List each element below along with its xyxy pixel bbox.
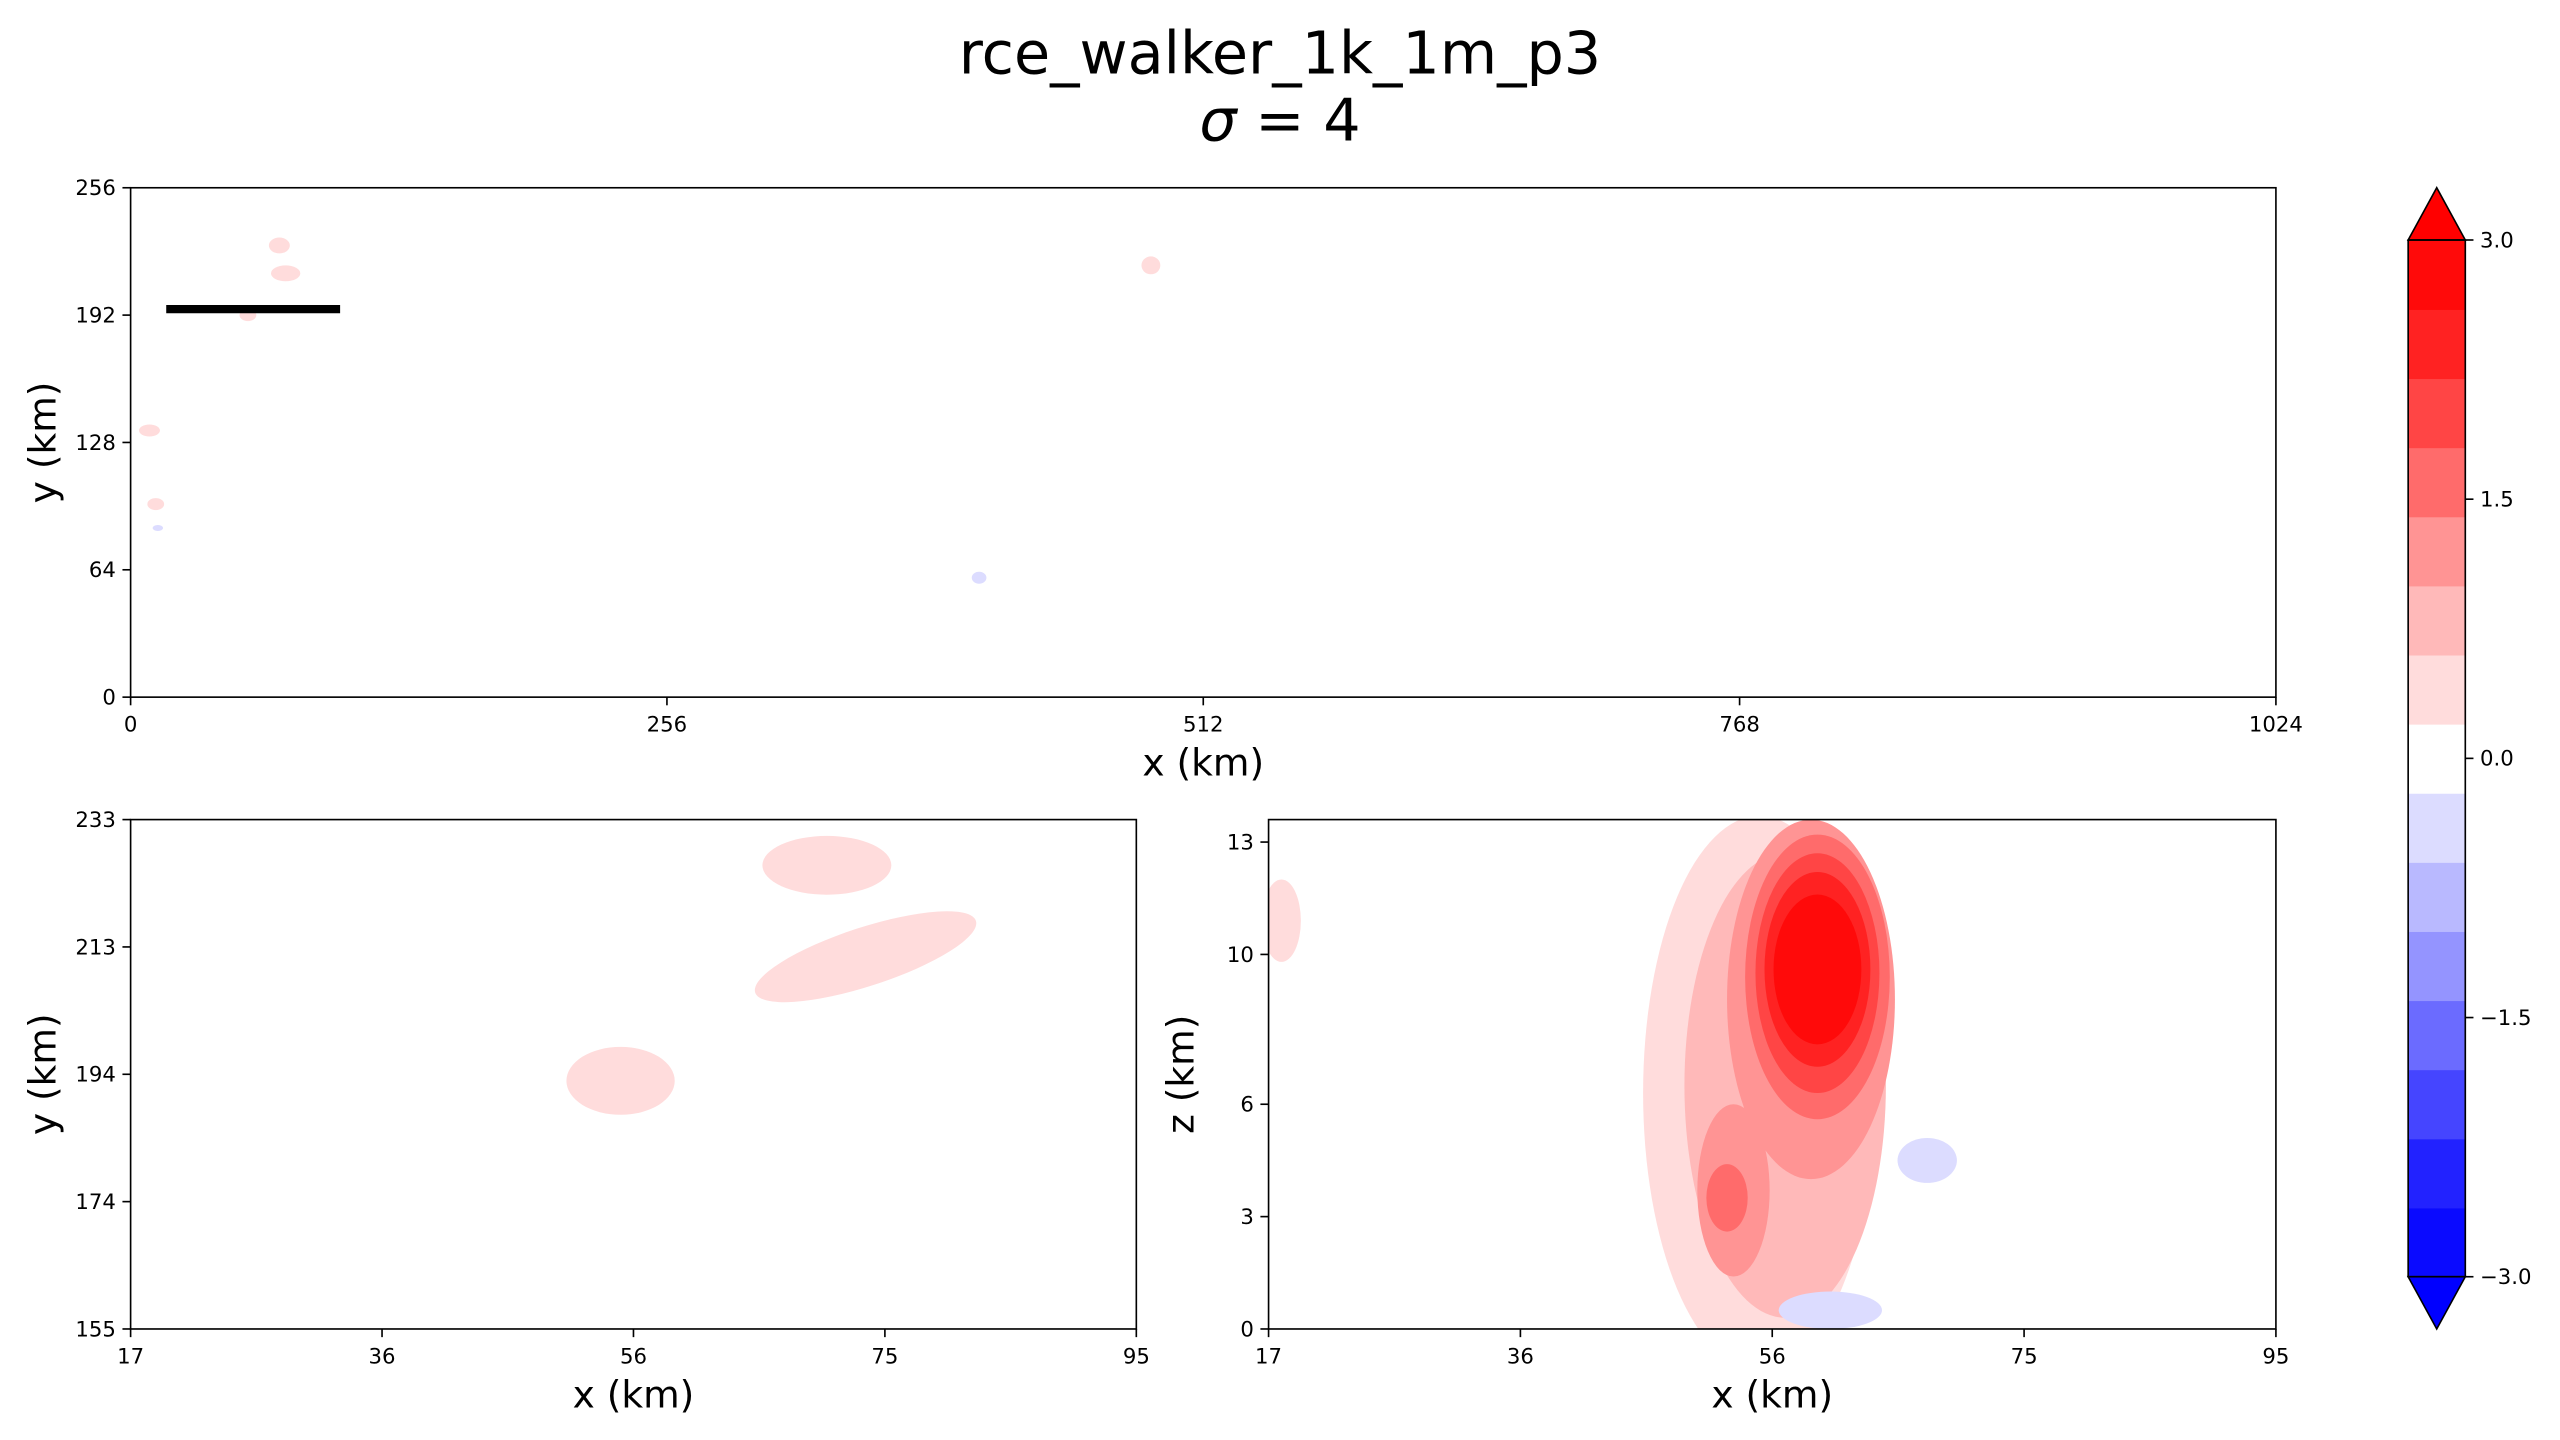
x-tick-label: 56 bbox=[1759, 1344, 1786, 1369]
y-axis-label: y (km) bbox=[21, 1013, 65, 1135]
contour-region-4 bbox=[147, 498, 165, 511]
y-tick-label: 13 bbox=[1227, 830, 1254, 855]
x-tick-label: 75 bbox=[871, 1344, 898, 1369]
x-tick-label: 17 bbox=[117, 1344, 144, 1369]
y-tick-label: 3 bbox=[1240, 1205, 1254, 1230]
colorbar-extend-high bbox=[2406, 186, 2467, 241]
x-tick-label: 36 bbox=[1507, 1344, 1534, 1369]
colorbar-tick-label: 3.0 bbox=[2480, 228, 2514, 253]
colorbar-segment bbox=[2408, 1000, 2466, 1071]
x-axis-label: x (km) bbox=[1711, 1372, 1833, 1416]
panel-top-field bbox=[138, 237, 1161, 584]
contour-region-5 bbox=[152, 525, 164, 531]
x-tick-label: 36 bbox=[369, 1344, 396, 1369]
x-tick-label: 1024 bbox=[2249, 712, 2303, 737]
contour-region-0 bbox=[762, 835, 892, 895]
y-axis-label: y (km) bbox=[21, 382, 65, 504]
y-tick-label: 174 bbox=[75, 1190, 116, 1215]
colorbar-segment bbox=[2408, 585, 2466, 656]
contour-region-0 bbox=[268, 237, 290, 254]
figure-subtitle: σ = 4 bbox=[0, 92, 2560, 152]
figure-title: rce_walker_1k_1m_p3 bbox=[958, 21, 1602, 89]
y-tick-label: 0 bbox=[102, 685, 116, 710]
contour-region-9 bbox=[1268, 879, 1301, 962]
colorbar-segment bbox=[2408, 1138, 2466, 1209]
colorbar-segment bbox=[2408, 1069, 2466, 1140]
contour-region-7 bbox=[971, 571, 987, 584]
colorbar-segment bbox=[2408, 1207, 2466, 1278]
contour-region-8 bbox=[1773, 894, 1862, 1045]
panel-top-frame bbox=[129, 186, 2277, 698]
y-tick-label: 64 bbox=[89, 558, 116, 583]
y-tick-label: 128 bbox=[75, 431, 116, 456]
x-tick-label: 256 bbox=[647, 712, 688, 737]
x-axis-label: x (km) bbox=[1142, 741, 1264, 785]
x-tick-label: 56 bbox=[620, 1344, 647, 1369]
sigma-symbol: σ bbox=[1199, 88, 1237, 156]
y-tick-label: 0 bbox=[1240, 1317, 1254, 1342]
colorbar-segment bbox=[2408, 792, 2466, 863]
colorbar-segment bbox=[2408, 862, 2466, 932]
x-tick-label: 95 bbox=[1123, 1344, 1150, 1369]
contour-region-1 bbox=[270, 265, 301, 282]
colorbar-tick-label: 1.5 bbox=[2480, 488, 2514, 513]
x-tick-label: 0 bbox=[124, 712, 138, 737]
colorbar-segment bbox=[2408, 447, 2466, 518]
contour-region-3 bbox=[138, 424, 160, 437]
x-tick-label: 95 bbox=[2262, 1344, 2289, 1369]
colorbar-segment bbox=[2408, 239, 2466, 310]
y-tick-label: 213 bbox=[75, 935, 116, 960]
x-tick-label: 512 bbox=[1183, 712, 1224, 737]
colorbar-segment bbox=[2408, 723, 2466, 794]
subtitle-value: = 4 bbox=[1236, 88, 1361, 156]
panel-bottom-left-field bbox=[566, 835, 977, 1115]
contour-region-1 bbox=[754, 911, 977, 1003]
colorbar-tick-label: −1.5 bbox=[2480, 1006, 2532, 1031]
y-tick-label: 192 bbox=[75, 303, 116, 328]
colorbar-tick-label: −3.0 bbox=[2480, 1265, 2532, 1290]
y-tick-label: 155 bbox=[75, 1317, 116, 1342]
x-tick-label: 17 bbox=[1255, 1344, 1282, 1369]
x-tick-label: 75 bbox=[2011, 1344, 2038, 1369]
panel-bottom-right-field bbox=[1268, 819, 1957, 1329]
colorbar-segment bbox=[2408, 309, 2466, 380]
colorbar-segment bbox=[2408, 378, 2466, 449]
contour-region-5 bbox=[1706, 1164, 1748, 1232]
colorbar: −3.0 −1.5 0.0 1.5 3.0 bbox=[2406, 186, 2532, 1331]
contour-region-2 bbox=[566, 1046, 675, 1115]
y-tick-label: 256 bbox=[75, 176, 116, 201]
y-tick-label: 233 bbox=[75, 808, 116, 833]
y-tick-label: 194 bbox=[75, 1063, 116, 1088]
y-axis-label: z (km) bbox=[1158, 1015, 1202, 1134]
y-tick-label: 10 bbox=[1227, 943, 1254, 968]
contour-region-6 bbox=[1141, 256, 1161, 275]
colorbar-segment bbox=[2408, 931, 2466, 1002]
y-tick-label: 6 bbox=[1240, 1093, 1254, 1118]
colorbar-segment bbox=[2408, 516, 2466, 587]
x-tick-label: 768 bbox=[1719, 712, 1760, 737]
colorbar-tick-label: 0.0 bbox=[2480, 747, 2514, 772]
colorbar-segment bbox=[2408, 654, 2466, 725]
colorbar-extend-low bbox=[2406, 1275, 2467, 1331]
x-axis-label: x (km) bbox=[573, 1372, 695, 1416]
contour-region-10 bbox=[1897, 1137, 1957, 1183]
contour-region-11 bbox=[1778, 1291, 1883, 1329]
